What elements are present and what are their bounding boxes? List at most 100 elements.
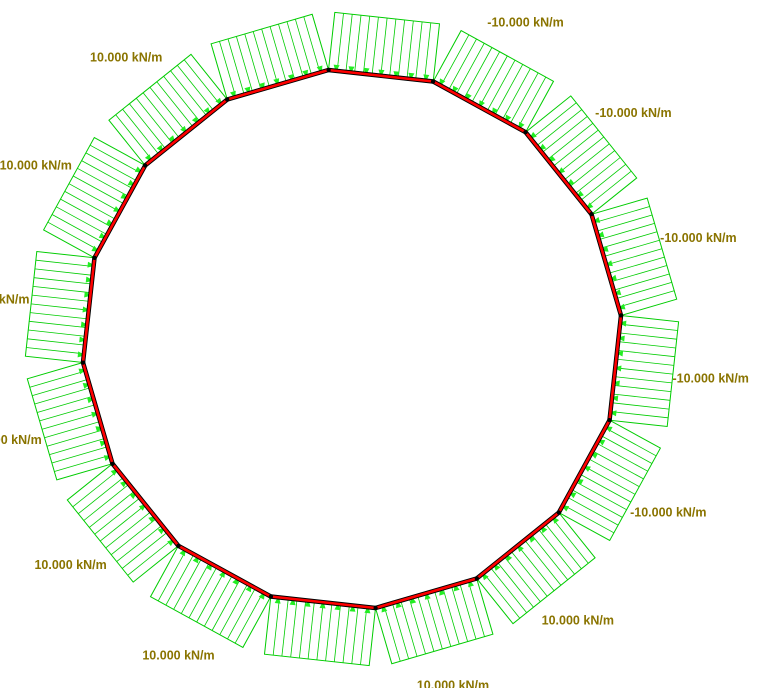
load-hatch-line [117, 525, 162, 561]
load-hatch-line [355, 15, 361, 73]
load-hatch-line [601, 232, 657, 248]
ring-node [619, 314, 623, 318]
load-hatch-line [164, 76, 200, 121]
load-hatch-line [245, 34, 261, 90]
load-blocks [25, 12, 678, 665]
load-hatch-line [136, 98, 172, 143]
load-hatch-line [484, 573, 520, 618]
load-hatch-line [326, 603, 332, 661]
ring-node [225, 98, 229, 102]
load-hatch-line [401, 601, 417, 657]
load-hatch-line [291, 599, 297, 657]
ring-node [93, 256, 97, 260]
load-hatch-line [30, 371, 86, 387]
load-hatch-line [619, 333, 677, 339]
load-hatch-line [253, 32, 269, 88]
load-value-label: -10.000 kN/m [630, 506, 706, 520]
load-hatch-line [381, 18, 387, 76]
ring-node [327, 68, 331, 72]
load-hatch-line [27, 339, 85, 345]
load-hatch-line [228, 39, 244, 95]
load-hatch-line [384, 606, 400, 662]
load-hatch-line [304, 17, 320, 73]
load-hatch-line [337, 13, 343, 71]
load-hatch-line [84, 484, 129, 520]
load-hatch-line [612, 394, 670, 400]
load-hatch-line [129, 104, 165, 149]
load-hatch-line [586, 171, 631, 207]
load-value-label: -10.000 kN/m [487, 16, 563, 30]
load-hatch-line [611, 403, 669, 409]
ring-member [376, 579, 477, 609]
ring-member [477, 513, 559, 579]
load-hatch-line [177, 65, 213, 110]
ring-node [269, 595, 273, 599]
load-hatch-line [615, 368, 673, 374]
member-line [83, 363, 113, 464]
ring-node [176, 544, 180, 548]
load-hatch-line [616, 359, 674, 365]
load-hatch-line [613, 385, 671, 391]
load-hatch-line [89, 491, 134, 527]
load-value-label: -10.000 kN/m [660, 231, 736, 245]
ring-node [524, 130, 528, 134]
load-hatch-line [236, 37, 252, 93]
load-hatch-line [537, 110, 582, 146]
load-hatch-line [150, 87, 186, 132]
load-hatch-line [122, 532, 167, 568]
load-hatch-line [531, 103, 576, 139]
load-hatch-line [34, 278, 92, 284]
load-hatch-line [611, 266, 667, 282]
load-hatch-line [36, 260, 94, 266]
load-value-label: 10.000 kN/m [142, 648, 214, 662]
load-hatch-line [606, 249, 662, 265]
load-value-label: 10.000 kN/m [90, 51, 162, 65]
load-value-label: 10.000 kN/m [417, 678, 489, 688]
load-hatch-line [392, 603, 408, 659]
load-hatch-line [531, 535, 567, 580]
load-hatch-line [52, 447, 108, 463]
load-hatch-line [262, 29, 278, 85]
load-hatch-line [270, 27, 286, 83]
load-hatch-line [570, 151, 615, 187]
load-hatch-line [596, 215, 652, 231]
load-hatch-line [611, 412, 669, 418]
load-hatch-line [614, 274, 670, 290]
load-value-label: -10.000 kN/m [672, 371, 748, 385]
ring-member [145, 100, 227, 166]
load-hatch-line [295, 19, 311, 75]
load-hatch-line [37, 396, 93, 412]
load-hatch-line [425, 23, 431, 81]
load-hatch-line [95, 498, 140, 534]
load-hatch-line [619, 291, 675, 307]
load-value-label: 10.000 kN/m [542, 613, 614, 627]
load-hatch-line [468, 581, 484, 637]
load-hatch-line [616, 282, 672, 298]
load-hatch-line [100, 505, 145, 541]
load-hatch-line [352, 606, 358, 664]
load-hatch-line [609, 257, 665, 273]
load-hatch-line [317, 602, 323, 660]
member-line [526, 132, 592, 214]
load-hatch-line [279, 24, 295, 80]
load-hatch-line [620, 324, 678, 330]
load-hatch-line [594, 207, 650, 223]
load-hatch-line [398, 20, 404, 78]
load-hatch-line [451, 586, 467, 642]
load-hatch-line [123, 109, 159, 154]
load-hatch-line [78, 477, 123, 513]
load-hatch-line [525, 540, 561, 585]
load-hatch-line [599, 223, 655, 239]
ring-node [557, 511, 561, 515]
ring-node [475, 577, 479, 581]
load-hatch-line [54, 455, 110, 471]
load-hatch-line [545, 524, 581, 569]
load-hatch-line [418, 596, 434, 652]
load-hatch-line [617, 350, 675, 356]
load-hatch-line [564, 144, 609, 180]
ring-member [592, 214, 622, 315]
ring-node [431, 80, 435, 84]
member-line [145, 100, 227, 166]
load-hatch-line [29, 321, 87, 327]
